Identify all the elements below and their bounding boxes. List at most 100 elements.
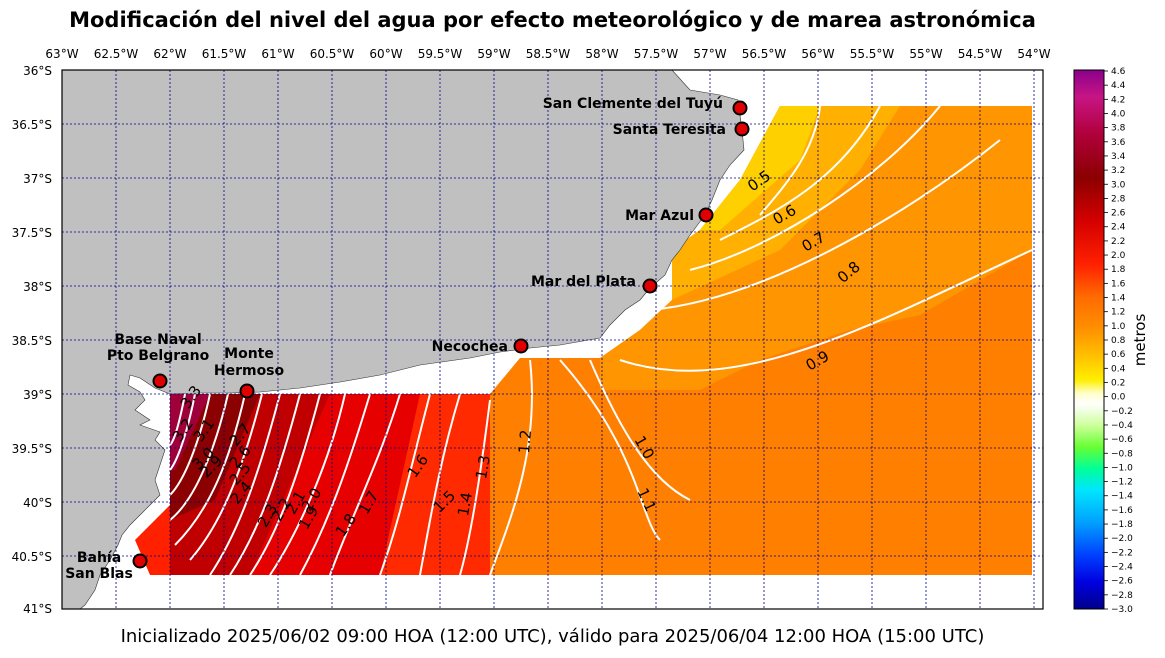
lon-label: 60°W	[369, 47, 402, 61]
city-label: Mar Azul	[625, 208, 694, 224]
city-label: Pto Belgrano	[107, 348, 210, 364]
colorbar-tick-label: −0.8	[1111, 449, 1133, 459]
contour-label: 1.4	[454, 491, 476, 518]
colorbar-tick-label: 0.8	[1111, 336, 1126, 346]
colorbar-tick-label: −1.6	[1111, 506, 1133, 516]
colorbar-tick-label: 1.6	[1111, 279, 1126, 289]
colorbar-tick-label: −2.0	[1111, 534, 1133, 544]
contour-label: 1.3	[472, 454, 494, 481]
colorbar-tick-label: 0.2	[1111, 378, 1125, 388]
city-marker[interactable]	[698, 207, 714, 223]
city-label: Base Naval	[114, 332, 201, 348]
lon-label: 58.5°W	[526, 47, 571, 61]
colorbar-tick-label: −1.0	[1111, 463, 1133, 473]
colorbar-tick-label: 3.6	[1111, 138, 1126, 148]
lon-label: 62°W	[153, 47, 186, 61]
lat-label: 38°S	[23, 280, 52, 294]
city-marker[interactable]	[132, 553, 148, 569]
lon-label: 57.5°W	[634, 47, 679, 61]
city-markers	[132, 100, 750, 569]
colorbar-tick-label: 2.4	[1111, 223, 1126, 233]
lon-label: 55°W	[909, 47, 942, 61]
colorbar-tick-label: 3.0	[1111, 180, 1126, 190]
colorbar-tick-label: −0.4	[1111, 421, 1133, 431]
colorbar-tick-label: 1.8	[1111, 265, 1126, 275]
colorbar-tick-label: 1.4	[1111, 294, 1126, 304]
colorbar-tick-label: −1.2	[1111, 478, 1133, 488]
lat-label: 36°S	[23, 64, 52, 78]
lon-label: 56.5°W	[742, 47, 787, 61]
lon-label: 61.5°W	[202, 47, 247, 61]
lon-label: 58°W	[585, 47, 618, 61]
lon-label: 57°W	[693, 47, 726, 61]
lon-label: 56°W	[801, 47, 834, 61]
colorbar-tick-label: 1.2	[1111, 308, 1125, 318]
city-marker[interactable]	[734, 121, 750, 137]
lon-label: 59.5°W	[418, 47, 463, 61]
lat-label: 38.5°S	[12, 334, 52, 348]
city-labels: San Clemente del Tuyú Santa Teresita Mar…	[65, 96, 726, 582]
lon-label: 63°W	[45, 47, 78, 61]
latitude-labels: 36°S 36.5°S 37°S 37.5°S 38°S 38.5°S 39°S…	[12, 64, 52, 616]
colorbar-tick-label: 4.2	[1111, 95, 1125, 105]
colorbar-tick-label: 2.6	[1111, 209, 1126, 219]
city-label: San Clemente del Tuyú	[543, 96, 723, 112]
colorbar-tick-label: 3.8	[1111, 124, 1126, 134]
lat-label: 40°S	[23, 496, 52, 510]
colorbar-tick-label: −1.4	[1111, 492, 1133, 502]
lon-label: 62.5°W	[94, 47, 139, 61]
lat-label: 37.5°S	[12, 226, 52, 240]
colorbar-tick-label: 0.0	[1111, 393, 1126, 403]
lon-label: 61°W	[261, 47, 294, 61]
contour-lines	[169, 105, 1033, 576]
colorbar-tick-label: 1.0	[1111, 322, 1126, 332]
colorbar-tick-label: 3.4	[1111, 152, 1126, 162]
lat-label: 36.5°S	[12, 118, 52, 132]
city-label: San Blas	[65, 566, 133, 582]
lat-label: 41°S	[23, 602, 52, 616]
lon-label: 54.5°W	[958, 47, 1003, 61]
colorbar-tick-label: 2.0	[1111, 251, 1126, 261]
colorbar-tick-label: 2.8	[1111, 194, 1126, 204]
colorbar-tick-label: −3.0	[1111, 605, 1133, 615]
city-label: Santa Teresita	[613, 122, 726, 138]
lon-label: 59°W	[477, 47, 510, 61]
city-marker[interactable]	[732, 100, 748, 116]
colorbar-tick-label: 0.4	[1111, 364, 1126, 374]
city-label: Mar del Plata	[531, 274, 636, 290]
lat-label: 39°S	[23, 388, 52, 402]
city-label: Hermoso	[214, 363, 285, 379]
colorbar-tick-label: −1.8	[1111, 520, 1133, 530]
map-title: Modificación del nivel del agua por efec…	[69, 8, 1036, 32]
lon-label: 55.5°W	[850, 47, 895, 61]
city-marker[interactable]	[513, 338, 529, 354]
colorbar-tick-label: −0.6	[1111, 435, 1133, 445]
colorbar-tick-label: 4.0	[1111, 109, 1126, 119]
colorbar-ticks: 4.6 4.4 4.2 4.0 3.8 3.6 3.4 3.2 3.0 2.8 2.6 2.4 2.2 2…	[1104, 67, 1133, 615]
city-label: Monte	[224, 346, 274, 362]
city-marker[interactable]	[642, 278, 658, 294]
contour-label: 1.2	[515, 429, 535, 454]
colorbar-tick-label: 4.4	[1111, 81, 1126, 91]
map-frame	[61, 69, 1044, 610]
lat-label: 39.5°S	[12, 442, 52, 456]
lon-label: 54°W	[1017, 47, 1050, 61]
graticule	[62, 70, 1043, 609]
lat-label: 37°S	[23, 172, 52, 186]
city-label: Bahía	[77, 550, 121, 566]
colorbar-tick-label: 0.6	[1111, 350, 1126, 360]
lon-label: 60.5°W	[310, 47, 355, 61]
footer-caption: Inicializado 2025/06/02 09:00 HOA (12:00…	[120, 626, 985, 647]
lat-label: 40.5°S	[12, 550, 52, 564]
city-label: Necochea	[432, 339, 508, 355]
colorbar-tick-label: 3.2	[1111, 166, 1125, 176]
colorbar-tick-label: −2.8	[1111, 591, 1133, 601]
colorbar-tick-label: 4.6	[1111, 67, 1126, 77]
colorbar-tick-label: −2.2	[1111, 548, 1133, 558]
colorbar	[1073, 69, 1105, 610]
colorbar-tick-label: −0.2	[1111, 407, 1133, 417]
city-marker[interactable]	[239, 383, 255, 399]
city-marker[interactable]	[152, 373, 168, 389]
colorbar-tick-label: −2.4	[1111, 563, 1133, 573]
